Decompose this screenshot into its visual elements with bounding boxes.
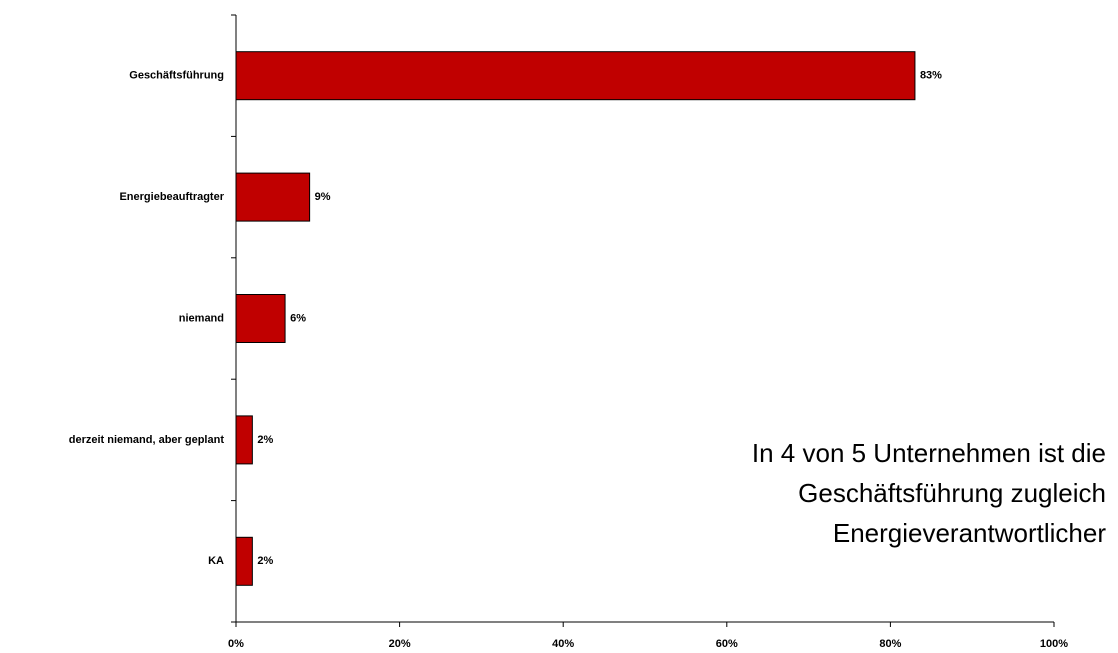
data-label: 83% [920, 70, 942, 82]
bar [235, 294, 286, 343]
y-tick-label: derzeit niemand, aber geplant [69, 434, 225, 446]
annotation: Geschäftsführung zugleich [798, 478, 1106, 508]
x-tick-label: 0% [228, 638, 244, 650]
x-tick-label: 40% [552, 638, 574, 650]
bar [235, 536, 253, 586]
x-tick-label: 100% [1040, 638, 1068, 650]
annotation: Energieverantwortlicher [833, 518, 1106, 548]
x-tick-label: 60% [716, 638, 738, 650]
bar [235, 51, 916, 101]
x-tick-label: 80% [879, 638, 901, 650]
annotation: In 4 von 5 Unternehmen ist die [752, 438, 1106, 468]
x-tick-label: 20% [389, 638, 411, 650]
data-label: 6% [290, 312, 306, 324]
y-tick-label: niemand [179, 312, 224, 324]
data-label: 2% [257, 555, 273, 567]
y-tick-label: Geschäftsführung [129, 70, 224, 82]
bar [235, 172, 311, 222]
y-tick-label: Energiebeauftragter [119, 191, 224, 203]
bar [235, 415, 253, 465]
y-tick-label: KA [208, 555, 224, 567]
data-label: 2% [257, 434, 273, 446]
data-label: 9% [315, 191, 331, 203]
